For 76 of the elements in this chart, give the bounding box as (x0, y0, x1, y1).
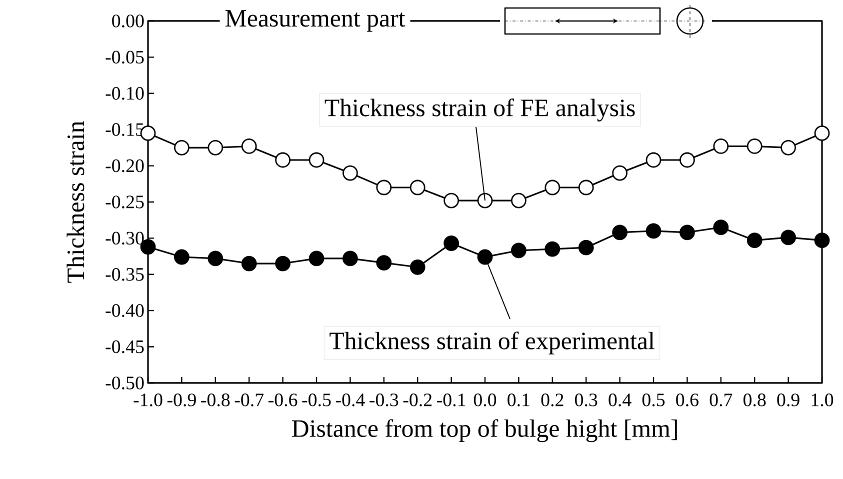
x-tick-label: -1.0 (134, 394, 162, 406)
point (477, 192, 493, 208)
point (578, 240, 594, 256)
point (410, 180, 426, 196)
point (612, 224, 628, 240)
x-tick-label: -0.2 (403, 394, 432, 406)
x-tick-label: -0.5 (302, 394, 331, 406)
x-tick-label: -0.7 (234, 394, 264, 406)
point (376, 255, 392, 270)
x-tick-label: 0.0 (474, 394, 496, 406)
point (444, 192, 460, 208)
x-axis-title: Distance from top of bulge hight [mm] (292, 419, 677, 442)
y-tick-label: -0.40 (106, 304, 144, 318)
point (308, 250, 324, 266)
point (208, 250, 224, 266)
point (174, 140, 190, 156)
x-tick-label: 0.5 (642, 394, 665, 406)
x-tick-label: -0.3 (370, 394, 398, 406)
point (814, 232, 830, 248)
annotation: Thickness strain of experimental (330, 332, 654, 354)
point (444, 236, 460, 251)
point (376, 180, 392, 196)
point (646, 152, 662, 168)
point (713, 138, 729, 154)
point (544, 180, 560, 196)
point (680, 224, 695, 240)
point (275, 256, 291, 272)
x-tick-label: 0.7 (710, 394, 732, 406)
point (511, 242, 526, 258)
x-tick-label: -0.4 (336, 394, 365, 406)
point (275, 152, 291, 168)
point (780, 140, 796, 156)
y-tick-label: -0.50 (106, 376, 144, 390)
point (477, 249, 493, 265)
y-tick-label: -0.05 (106, 50, 144, 64)
point (780, 230, 796, 246)
y-tick-label: -0.45 (106, 340, 144, 354)
x-tick-label: -0.8 (201, 394, 230, 406)
point (544, 241, 560, 257)
annotation: Measurement part (225, 10, 406, 32)
y-tick-label: -0.10 (106, 86, 144, 100)
x-tick-label: 0.1 (508, 394, 530, 406)
x-tick-label: 0.2 (541, 394, 564, 406)
y-tick-label: -0.25 (106, 196, 144, 208)
x-tick-label: -0.9 (167, 394, 196, 406)
x-tick-label: 0.4 (608, 394, 632, 406)
x-tick-label: 0.9 (777, 394, 800, 406)
point (578, 180, 594, 196)
point (814, 126, 830, 141)
point (308, 152, 324, 168)
point (746, 138, 762, 154)
point (680, 152, 695, 168)
point (713, 220, 729, 236)
y-tick-label: -0.35 (106, 268, 144, 281)
y-tick-label: 0.00 (112, 14, 144, 28)
point (241, 256, 257, 272)
x-tick-label: 1.0 (812, 394, 834, 406)
point (511, 192, 526, 208)
x-tick-label: -0.6 (268, 394, 298, 406)
point (241, 138, 257, 154)
y-tick-label: -0.30 (106, 232, 144, 245)
x-tick-label: 0.3 (574, 394, 598, 406)
annotation: Thickness strain of FE analysis (324, 98, 635, 122)
point (208, 140, 224, 156)
x-tick-label: -0.1 (437, 394, 466, 406)
point (174, 249, 190, 265)
point (746, 232, 762, 248)
point (342, 165, 358, 181)
y-tick-label: -0.20 (106, 159, 144, 172)
x-tick-label: 0.8 (743, 394, 766, 406)
x-tick-label: 0.6 (676, 394, 698, 406)
point (646, 223, 662, 239)
point (342, 250, 358, 266)
y-axis-title: Thickness strain (66, 121, 84, 283)
point (410, 259, 426, 275)
point (612, 165, 628, 181)
